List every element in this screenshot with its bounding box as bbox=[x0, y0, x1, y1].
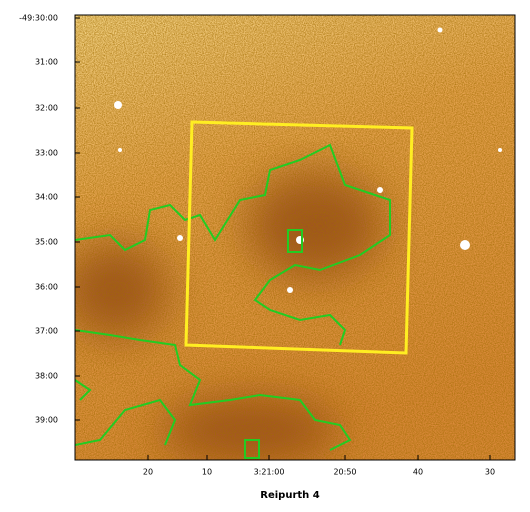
figure-title: Reipurth 4 bbox=[260, 490, 320, 501]
sky-image bbox=[75, 15, 515, 460]
y-tick-label: 35:00 bbox=[35, 238, 58, 247]
y-axis: -49:30:00 31:00 32:00 33:00 34:00 35:00 36:00 3… bbox=[19, 14, 80, 425]
frame bbox=[74, 14, 516, 461]
y-tick-label: 38:00 bbox=[35, 372, 58, 381]
x-axis: 20 10 3:21:00 20:50 40 30 bbox=[143, 455, 495, 477]
y-tick-label: 33:00 bbox=[35, 149, 58, 158]
y-tick-label: 39:00 bbox=[35, 416, 58, 425]
x-tick-label: 3:21:00 bbox=[254, 468, 285, 477]
y-tick-label: 32:00 bbox=[35, 104, 58, 113]
field-box bbox=[184, 120, 414, 355]
y-tick-label: 34:00 bbox=[35, 193, 58, 202]
x-tick-label: 20 bbox=[143, 468, 153, 477]
y-tick-label: 36:00 bbox=[35, 283, 58, 292]
y-tick-label: 37:00 bbox=[35, 327, 58, 336]
y-tick-label: -49:30:00 bbox=[19, 14, 58, 23]
x-tick-label: 40 bbox=[413, 468, 423, 477]
x-tick-label: 20:50 bbox=[333, 468, 356, 477]
contours bbox=[75, 143, 391, 459]
x-tick-label: 30 bbox=[485, 468, 495, 477]
x-tick-label: 10 bbox=[202, 468, 212, 477]
y-tick-label: 31:00 bbox=[35, 58, 58, 67]
